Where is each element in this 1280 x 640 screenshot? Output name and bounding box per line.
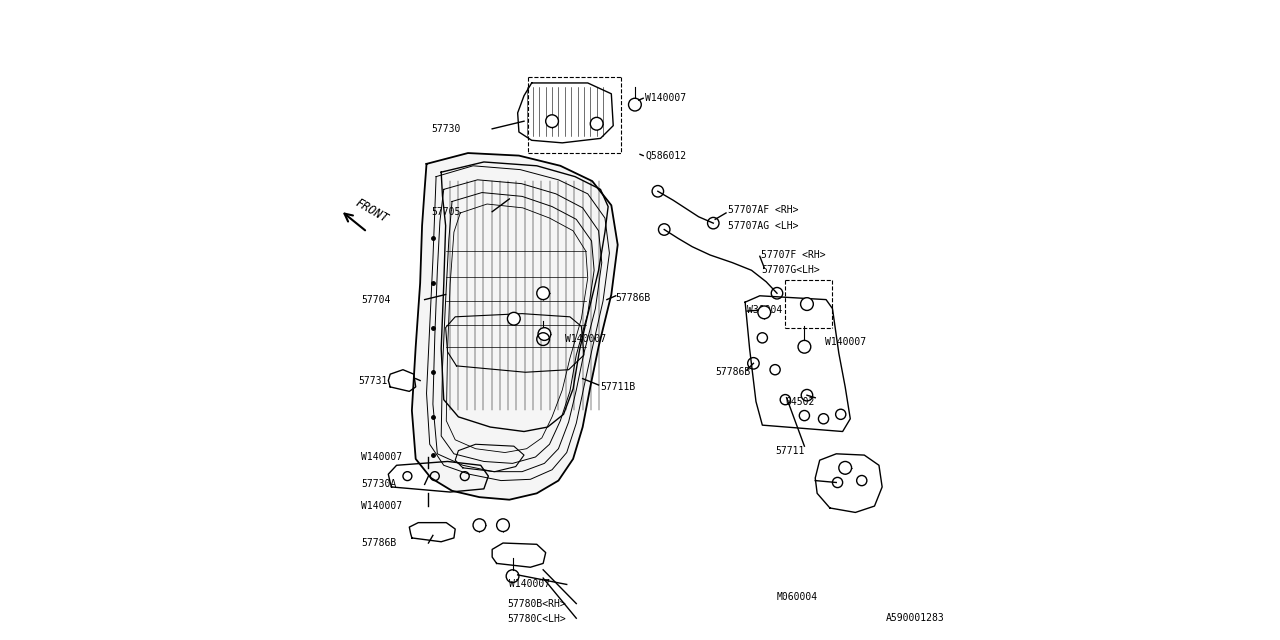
Text: Q586012: Q586012: [645, 150, 686, 161]
Text: 57731: 57731: [358, 376, 388, 385]
Text: A590001283: A590001283: [886, 613, 945, 623]
Circle shape: [536, 287, 549, 300]
Text: W30004: W30004: [748, 305, 782, 316]
Circle shape: [838, 461, 851, 474]
Text: 04502: 04502: [786, 397, 814, 406]
Circle shape: [497, 519, 509, 532]
Text: W140007: W140007: [645, 93, 686, 103]
Text: 57786B: 57786B: [361, 538, 396, 548]
Text: 57780B<RH>: 57780B<RH>: [507, 598, 566, 609]
Text: 57730A: 57730A: [361, 479, 396, 490]
Circle shape: [545, 115, 558, 127]
Text: 57730: 57730: [431, 124, 461, 134]
Text: M060004: M060004: [777, 592, 818, 602]
Text: 57707F <RH>: 57707F <RH>: [762, 250, 826, 260]
Text: 57786B: 57786B: [616, 292, 652, 303]
Text: 57707AG <LH>: 57707AG <LH>: [728, 221, 799, 230]
Text: FRONT: FRONT: [353, 196, 390, 226]
Text: 57786B: 57786B: [716, 367, 750, 377]
Text: 57704: 57704: [361, 294, 390, 305]
Text: W140007: W140007: [509, 579, 550, 589]
Text: 57780C<LH>: 57780C<LH>: [507, 614, 566, 625]
Text: 57705: 57705: [431, 207, 461, 217]
Text: W140007: W140007: [361, 501, 402, 511]
Text: 57707G<LH>: 57707G<LH>: [762, 266, 819, 275]
Circle shape: [507, 312, 520, 325]
Polygon shape: [412, 153, 618, 500]
Text: 57711B: 57711B: [600, 382, 636, 392]
Text: W140007: W140007: [361, 452, 402, 462]
Circle shape: [538, 328, 550, 340]
Circle shape: [474, 519, 486, 532]
Text: W140007: W140007: [564, 334, 605, 344]
Circle shape: [758, 306, 771, 319]
Text: W140007: W140007: [824, 337, 865, 348]
Circle shape: [800, 298, 813, 310]
Text: 57707AF <RH>: 57707AF <RH>: [728, 205, 799, 216]
Circle shape: [590, 117, 603, 130]
Text: 57711: 57711: [776, 445, 804, 456]
